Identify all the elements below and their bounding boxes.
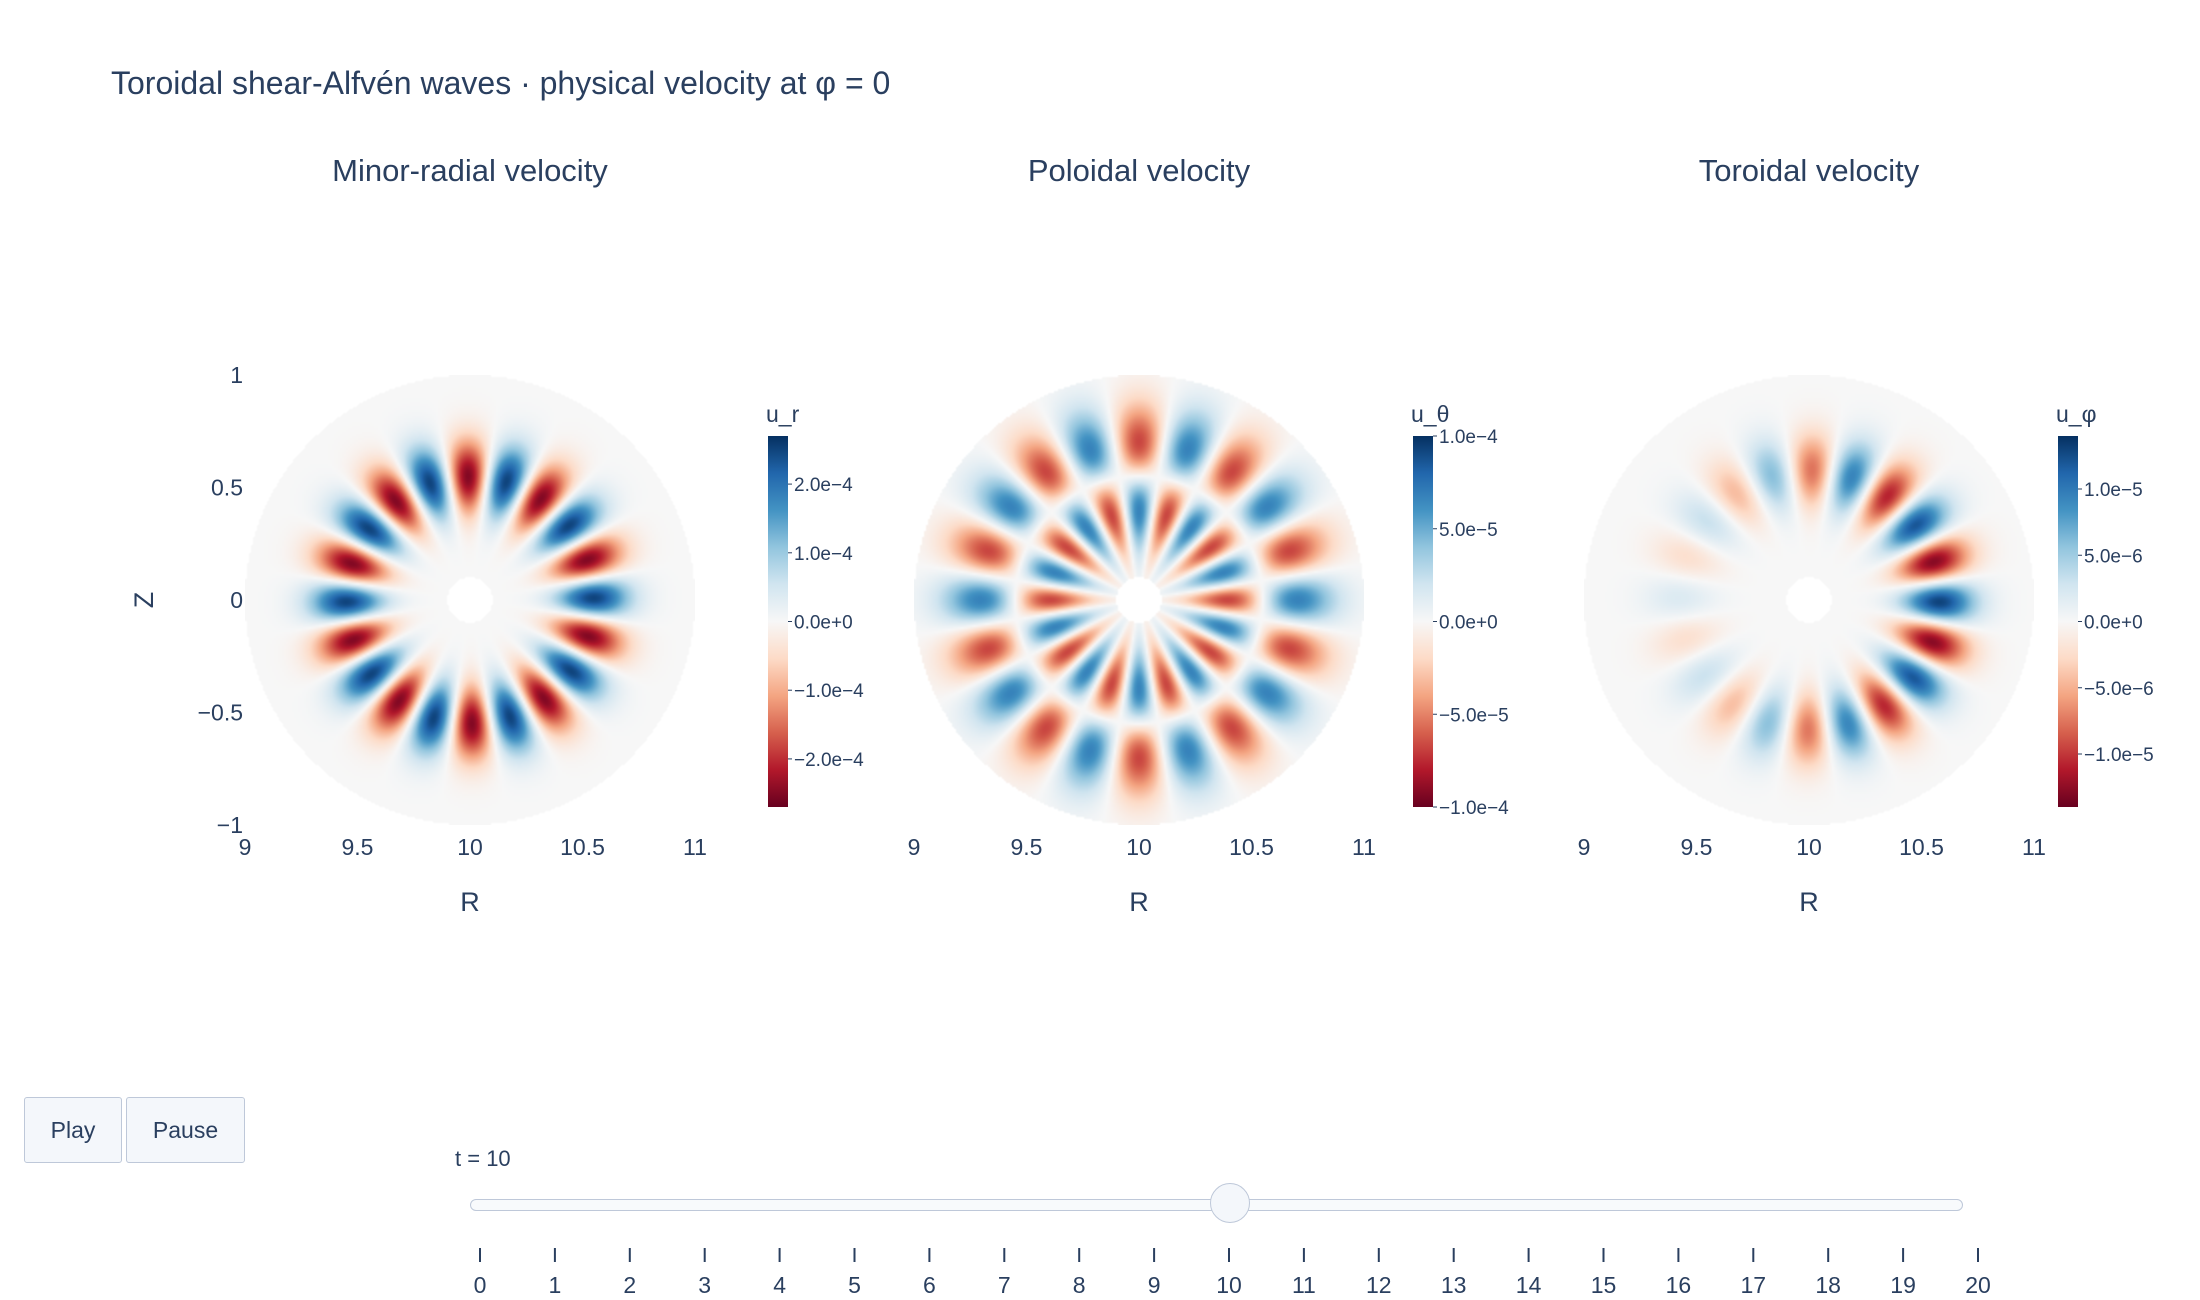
colorbar-tick-label: 0.0e+0 — [1439, 613, 1498, 634]
play-button[interactable]: Play — [24, 1097, 122, 1163]
colorbar-tick-label: 5.0e−6 — [2084, 546, 2143, 567]
x-axis-label: R — [460, 887, 480, 917]
colorbar-title: u_r — [766, 401, 800, 427]
colorbar-tick-label: 1.0e−5 — [2084, 480, 2143, 501]
colorbar-title: u_φ — [2056, 401, 2097, 427]
subplot-3: Toroidal velocity 9 9.5 10 10.5 11 Ru_φ 1.0e−5 5… — [1578, 153, 2154, 917]
time-slider-track[interactable] — [470, 1183, 1963, 1223]
x-tick-label: 9 — [1578, 834, 1591, 860]
x-tick-label: 10 — [1796, 834, 1822, 860]
x-tick-label: 10 — [1126, 834, 1152, 860]
colorbar — [1413, 436, 1433, 807]
y-axis-label: Z — [129, 592, 159, 609]
x-tick-label: 11 — [1352, 834, 1376, 860]
colorbar-tick-label: 2.0e−4 — [794, 475, 853, 496]
colorbar-tick-label: 5.0e−5 — [1439, 520, 1498, 541]
x-tick-label: 11 — [2022, 834, 2046, 860]
figure-title: Toroidal shear-Alfvén waves · physical v… — [111, 65, 890, 101]
colorbar-tick-label: 1.0e−4 — [1439, 427, 1498, 448]
colorbar-tick-label: 0.0e+0 — [794, 613, 853, 634]
x-tick-label: 9.5 — [1681, 834, 1713, 860]
colorbar-tick-label: −1.0e−4 — [794, 681, 864, 702]
colorbar-tick-label: 0.0e+0 — [2084, 613, 2143, 634]
slider-prefix: t = — [455, 1146, 487, 1171]
x-tick-label: 10.5 — [1899, 834, 1944, 860]
subplot-title: Minor-radial velocity — [332, 153, 608, 188]
x-tick-label: 10.5 — [1229, 834, 1274, 860]
colorbar-tick-label: 1.0e−4 — [794, 544, 853, 565]
colorbar-tick-label: −5.0e−5 — [1439, 705, 1509, 726]
slider-current-value-label: t = 10 — [455, 1146, 511, 1172]
y-tick-label: −1 — [217, 812, 243, 838]
x-axis-label: R — [1799, 887, 1819, 917]
x-tick-label: 9.5 — [1011, 834, 1043, 860]
y-tick-label: −0.5 — [198, 700, 243, 726]
colorbar — [768, 436, 788, 807]
slider-value: 10 — [486, 1146, 511, 1171]
velocity-heatmap — [245, 375, 695, 825]
subplot-2: Poloidal velocity 9 9.5 10 10.5 11 Ru_θ1.0e−4 5… — [908, 153, 1510, 917]
x-tick-label: 10 — [457, 834, 483, 860]
colorbar — [2058, 436, 2078, 807]
x-tick-label: 9 — [908, 834, 921, 860]
time-slider-handle[interactable] — [1210, 1183, 1250, 1223]
x-tick-label: 9 — [239, 834, 252, 860]
y-tick-label: 0.5 — [211, 475, 243, 501]
velocity-heatmap — [1584, 375, 2034, 825]
x-tick-label: 10.5 — [560, 834, 605, 860]
x-tick-label: 9.5 — [342, 834, 374, 860]
colorbar-tick-label: −1.0e−4 — [1439, 798, 1509, 819]
x-axis-label: R — [1129, 887, 1149, 917]
colorbar-tick-label: −2.0e−4 — [794, 750, 864, 771]
subplot-title: Poloidal velocity — [1028, 153, 1251, 188]
pause-button[interactable]: Pause — [126, 1097, 245, 1163]
velocity-heatmap — [914, 375, 1364, 825]
colorbar-tick-label: −1.0e−5 — [2084, 745, 2154, 766]
subplot-title: Toroidal velocity — [1699, 153, 1920, 188]
colorbar-title: u_θ — [1411, 401, 1449, 427]
colorbar-tick-label: −5.0e−6 — [2084, 679, 2154, 700]
y-tick-label: 0 — [230, 587, 243, 613]
x-tick-label: 11 — [683, 834, 707, 860]
y-tick-label: 1 — [230, 362, 243, 388]
